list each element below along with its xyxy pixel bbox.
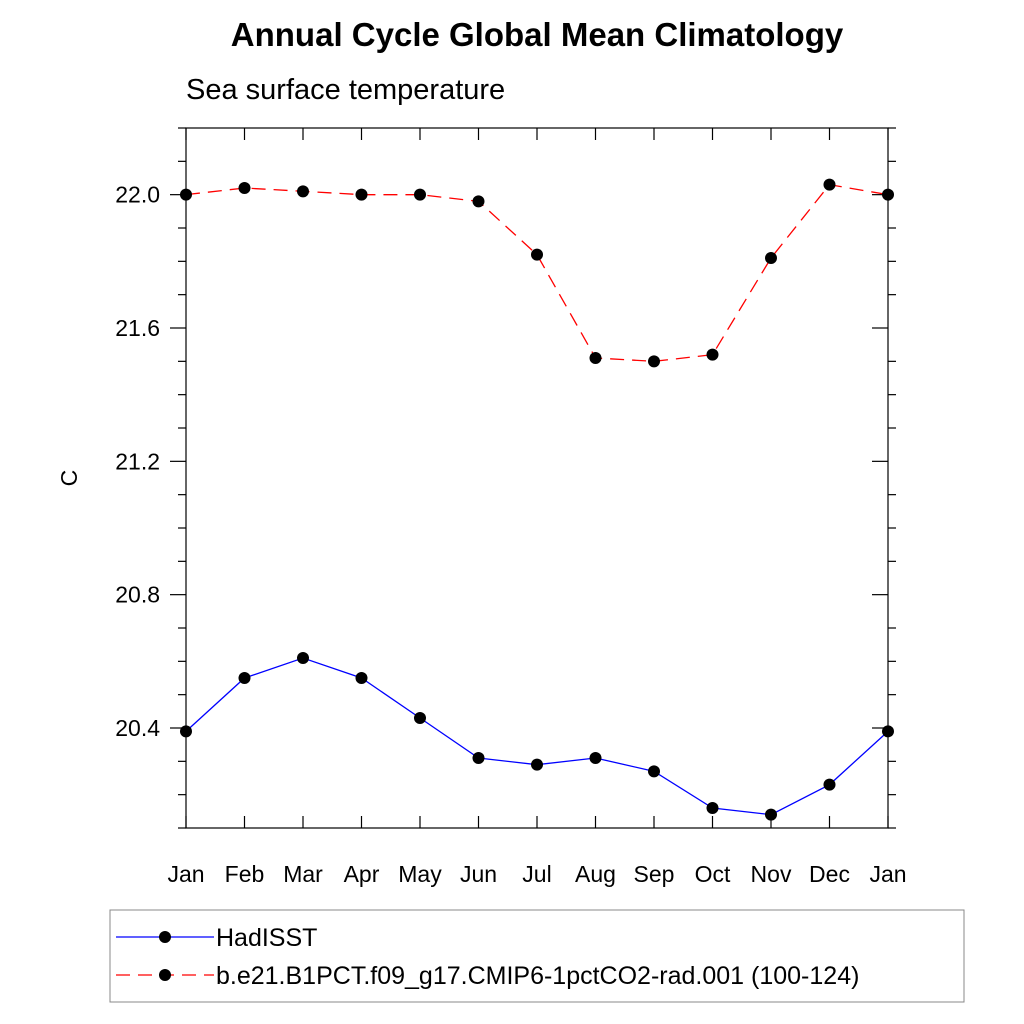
series-1-point [882,725,894,738]
chart-subtitle: Sea surface temperature [186,74,505,106]
y-tick-label: 20.8 [115,582,160,608]
y-axis-ticks: 20.4 20.8 21.2 21.6 22.0 [115,127,896,829]
series-2-point [706,348,719,361]
series-2-point [355,188,368,201]
x-tick-label: Dec [809,861,850,887]
series-1-point [414,712,426,724]
x-tick-label: Apr [344,861,380,887]
series-2-point [589,352,602,364]
series-line-1 [185,657,889,816]
y-tick-label: 20.4 [115,715,160,741]
series-2-point [648,355,660,368]
y-tick-label: 22.0 [115,182,160,208]
x-tick-label: Jun [460,861,497,887]
x-tick-label: Sep [634,861,675,887]
series-layer [180,178,894,821]
chart-title: Annual Cycle Global Mean Climatology [231,16,844,53]
x-tick-label: Feb [225,861,265,887]
legend-marker-2 [159,969,171,981]
series-1-point [589,752,602,764]
x-tick-label: Jan [869,861,906,887]
series-1-point [765,808,777,821]
y-tick-label: 21.2 [115,448,160,474]
x-tick-label: Aug [575,861,616,887]
x-tick-label: May [398,861,442,887]
series-2-point [297,185,309,198]
x-tick-label: Oct [695,861,731,887]
x-tick-label: Mar [283,861,323,887]
plot-frame [185,127,889,829]
legend-label-1: HadISST [216,924,317,952]
series-2-point [765,252,777,264]
series-2-point [472,195,485,208]
series-1-point [648,765,660,778]
legend-label-2: b.e21.B1PCT.f09_g17.CMIP6-1pctCO2-rad.00… [216,962,859,990]
series-2-point [180,188,192,201]
series-1-point [355,672,368,684]
series-2-point [531,248,543,261]
series-2-point [238,182,251,194]
series-2-point [414,188,426,201]
series-line-2 [185,183,889,362]
series-1-point [238,672,251,684]
x-axis-ticks: Jan Feb Mar Apr May Jun Jul Aug Sep Oct Nov Dec Jan [167,128,907,887]
x-tick-label: Jul [522,861,551,887]
legend-marker-1 [159,931,171,943]
series-1-point [297,652,309,664]
series-1-point [823,778,836,791]
x-tick-label: Jan [167,861,204,887]
y-axis-label: C [56,470,82,487]
legend-box [109,909,965,1003]
series-1-point [472,752,485,764]
series-2-point [823,178,836,191]
series-1-point [180,725,192,738]
series-1-point [531,758,543,771]
series-1-point [706,802,719,814]
x-tick-label: Nov [751,861,792,887]
legend: HadISST b.e21.B1PCT.f09_g17.CMIP6-1pctCO2… [116,924,859,990]
y-tick-label: 21.6 [115,315,160,341]
series-2-point [882,188,894,201]
